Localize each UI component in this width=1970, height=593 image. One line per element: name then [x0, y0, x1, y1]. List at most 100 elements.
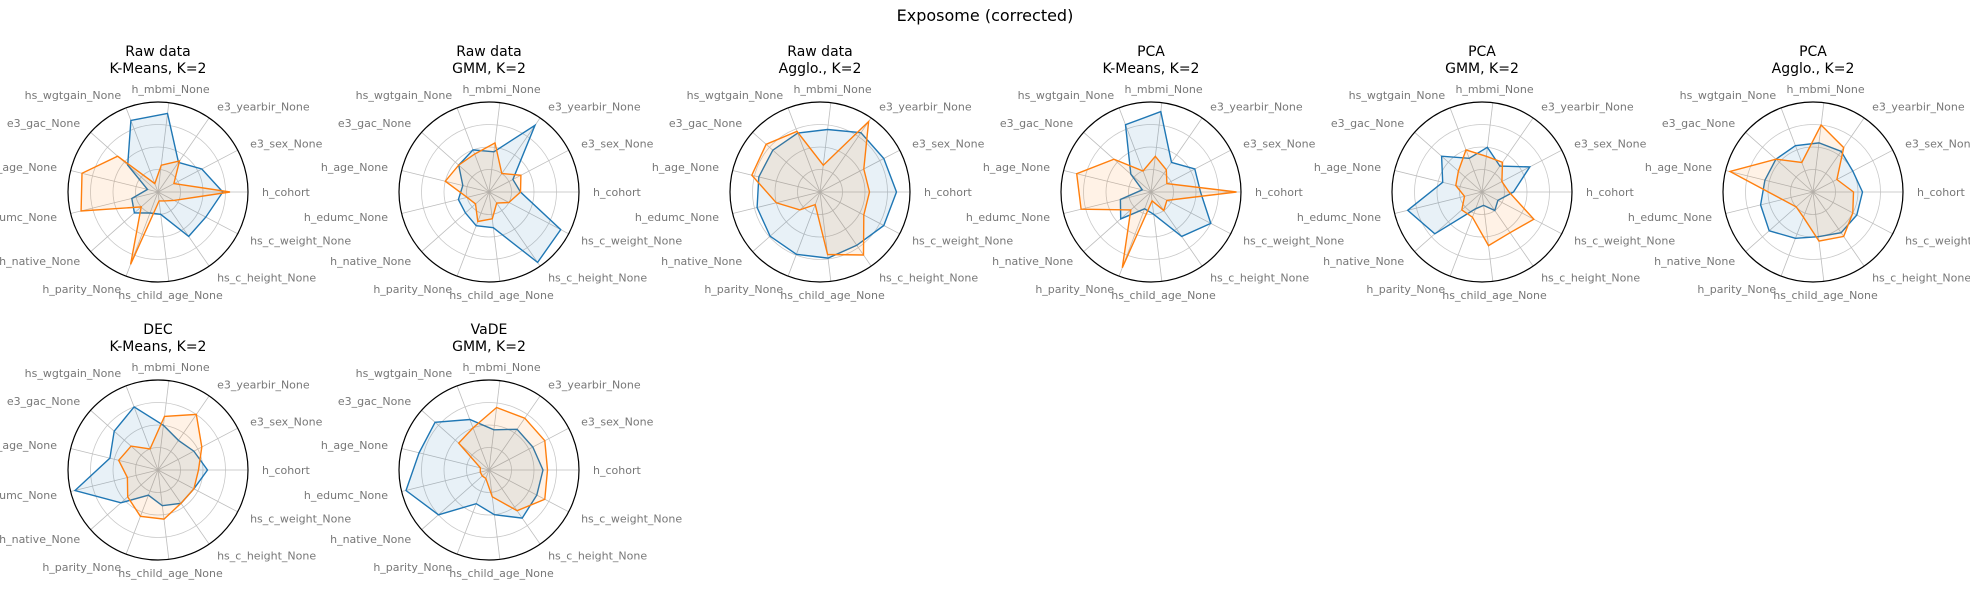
spoke [90, 410, 159, 471]
outer-ring [398, 379, 580, 561]
chart-title: DEC K-Means, K=2 [110, 322, 207, 355]
axis-label: h_mbmi_None [462, 83, 540, 96]
spoke [456, 469, 490, 555]
chart-title-line-1: Raw data [125, 44, 190, 60]
spoke [157, 191, 170, 282]
axis-label: h_cohort [1586, 186, 1634, 199]
chart-title-line-2: GMM, K=2 [452, 339, 526, 355]
spoke [1725, 170, 1814, 193]
spoke [70, 448, 159, 471]
axis-label: hs_wgtgain_None [687, 89, 784, 102]
spoke [125, 469, 159, 555]
axis-label: hs_c_weight_None [250, 512, 351, 525]
axis-label: hs_child_age_None [1773, 289, 1878, 302]
spoke [1481, 191, 1494, 282]
outer-ring [1722, 101, 1904, 283]
axis-label: h_parity_None [1366, 283, 1445, 296]
chart-title: Raw data K-Means, K=2 [110, 44, 207, 77]
axis-label: hs_c_weight_None [250, 234, 351, 247]
axis-label: e3_gac_None [7, 117, 80, 130]
axis-label: e3_yearbir_None [1541, 100, 1634, 113]
spoke [1150, 191, 1231, 235]
axis-label: hs_child_age_None [1111, 289, 1216, 302]
series-2-area [117, 413, 203, 520]
axis-label: h_age_None [0, 439, 57, 452]
series-2-area [1075, 155, 1237, 268]
spoke [1150, 191, 1203, 267]
spoke [1063, 170, 1152, 193]
spoke [1083, 191, 1152, 252]
spoke [456, 191, 490, 277]
axis-label: h_age_None [1314, 161, 1381, 174]
axis-label: h_edumc_None [635, 211, 719, 224]
axis-label: hs_child_age_None [449, 289, 554, 302]
spoke [1812, 102, 1825, 193]
series-2-area [80, 155, 231, 265]
spoke [157, 427, 238, 471]
outer-ring [67, 101, 249, 283]
axis-label: h_edumc_None [1628, 211, 1712, 224]
radar-chart-3: h_cohort e3_sex_None e3_yearbir_None h_mbmi… [635, 44, 1013, 302]
spoke [488, 395, 541, 471]
series-1-area [1759, 142, 1864, 240]
spoke [1812, 191, 1865, 267]
axis-label: h_native_None [1654, 255, 1735, 268]
axis-label: e3_sex_None [912, 138, 985, 151]
outer-ring [1060, 101, 1242, 283]
axis-label: e3_yearbir_None [879, 100, 972, 113]
outer-ring [729, 101, 911, 283]
axis-label: h_native_None [661, 255, 742, 268]
axis-label: e3_gac_None [338, 395, 411, 408]
chart-title-line-1: PCA [1468, 44, 1496, 60]
axis-label: h_parity_None [373, 283, 452, 296]
axis-label: e3_sex_None [581, 138, 654, 151]
spoke [90, 132, 159, 193]
axis-label: e3_sex_None [1574, 138, 1647, 151]
spoke [1063, 191, 1152, 214]
spoke [488, 191, 541, 267]
axis-label: h_parity_None [42, 561, 121, 574]
radar-chart-4: h_cohort e3_sex_None e3_yearbir_None h_mbmi… [966, 44, 1344, 302]
axis-label: e3_gac_None [1000, 117, 1073, 130]
chart-title-line-2: K-Means, K=2 [110, 61, 207, 77]
axis-label: h_cohort [1255, 186, 1303, 199]
outer-ring [398, 101, 580, 283]
spoke [157, 395, 210, 471]
radar-chart-6: h_cohort e3_sex_None e3_yearbir_None h_mbmi… [1628, 44, 1970, 302]
spoke [1083, 132, 1152, 193]
series-1-area [1406, 146, 1532, 235]
axis-label: e3_gac_None [1662, 117, 1735, 130]
axis-label: e3_gac_None [669, 117, 742, 130]
spoke [1394, 170, 1483, 193]
axis-label: h_age_None [652, 161, 719, 174]
axis-label: h_cohort [924, 186, 972, 199]
axis-label: e3_sex_None [250, 138, 323, 151]
chart-title-line-2: Agglo., K=2 [779, 61, 862, 77]
spoke [1449, 191, 1483, 277]
spoke [1481, 117, 1534, 193]
radar-chart-1: h_cohort e3_sex_None e3_yearbir_None h_mbmi… [0, 44, 351, 302]
radar-chart-7: h_cohort e3_sex_None e3_yearbir_None h_mbmi… [0, 322, 351, 580]
spoke [421, 191, 490, 252]
spoke [1150, 149, 1231, 193]
spoke [488, 469, 541, 545]
axis-label: h_edumc_None [1297, 211, 1381, 224]
axis-label: hs_wgtgain_None [25, 367, 122, 380]
axis-label: h_mbmi_None [1124, 83, 1202, 96]
outer-ring [67, 379, 249, 561]
axis-label: e3_gac_None [338, 117, 411, 130]
axis-label: h_age_None [321, 161, 388, 174]
series-1-area [73, 405, 209, 507]
axis-label: e3_sex_None [1243, 138, 1316, 151]
chart-title-line-2: GMM, K=2 [1445, 61, 1519, 77]
chart-title: PCA K-Means, K=2 [1103, 44, 1200, 77]
axis-label: hs_child_age_None [780, 289, 885, 302]
spoke [1481, 191, 1534, 267]
spoke [125, 385, 159, 471]
axis-label: h_edumc_None [304, 211, 388, 224]
series-2-area [1728, 123, 1855, 242]
axis-label: h_parity_None [373, 561, 452, 574]
axis-label: h_parity_None [1035, 283, 1114, 296]
axis-label: h_edumc_None [0, 489, 57, 502]
axis-label: h_cohort [262, 186, 310, 199]
